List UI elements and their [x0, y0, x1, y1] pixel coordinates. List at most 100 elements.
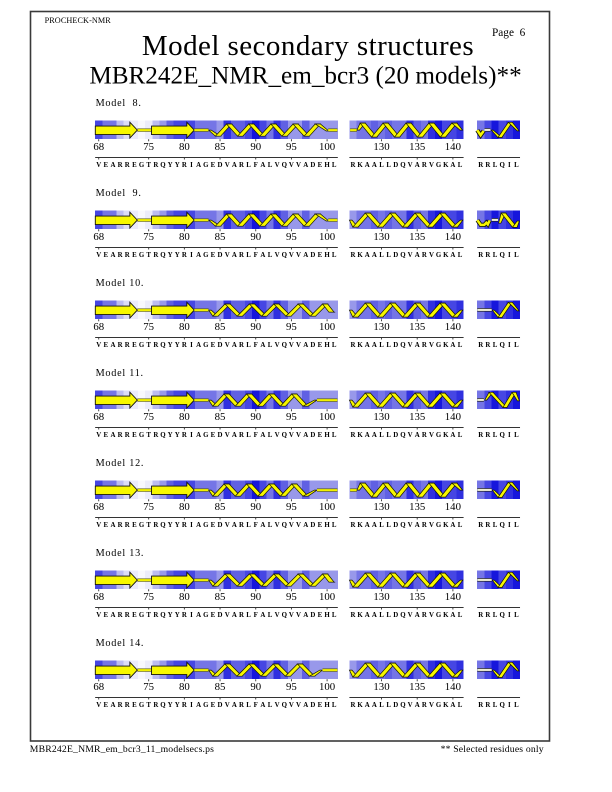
svg-text:100: 100 — [319, 141, 335, 153]
svg-text:VEARREGTRQYYRIAGEDVARLFALVQVVA: VEARREGTRQYYRIAGEDVARLFALVQVVADEHL — [96, 522, 337, 529]
svg-text:130: 130 — [373, 321, 389, 333]
svg-text:130: 130 — [373, 681, 389, 693]
svg-text:130: 130 — [373, 411, 389, 423]
svg-text:95: 95 — [286, 231, 297, 243]
svg-text:VEARREGTRQYYRIAGEDVARLFALVQVVA: VEARREGTRQYYRIAGEDVARLFALVQVVADEHL — [96, 162, 337, 169]
svg-text:95: 95 — [286, 591, 297, 603]
svg-text:80: 80 — [179, 141, 190, 153]
svg-text:PROCHECK-NMR: PROCHECK-NMR — [45, 16, 112, 25]
svg-text:90: 90 — [250, 141, 261, 153]
svg-text:100: 100 — [319, 411, 335, 423]
svg-text:RKAALLDQVARVGKAL: RKAALLDQVARVGKAL — [350, 252, 462, 259]
svg-text:90: 90 — [250, 231, 261, 243]
svg-text:85: 85 — [215, 321, 226, 333]
svg-text:135: 135 — [409, 411, 425, 423]
svg-text:68: 68 — [93, 591, 104, 603]
svg-text:85: 85 — [215, 231, 226, 243]
svg-text:85: 85 — [215, 411, 226, 423]
svg-text:130: 130 — [373, 141, 389, 153]
svg-text:130: 130 — [373, 231, 389, 243]
svg-text:90: 90 — [250, 681, 261, 693]
svg-text:Model 11.: Model 11. — [96, 368, 144, 379]
svg-text:MBR242E_NMR_em_bcr3_11_modelse: MBR242E_NMR_em_bcr3_11_modelsecs.ps — [30, 744, 214, 755]
svg-text:80: 80 — [179, 681, 190, 693]
svg-text:100: 100 — [319, 231, 335, 243]
svg-text:RKAALLDQVARVGKAL: RKAALLDQVARVGKAL — [350, 342, 462, 349]
svg-text:80: 80 — [179, 411, 190, 423]
svg-text:68: 68 — [93, 411, 104, 423]
svg-text:68: 68 — [93, 231, 104, 243]
svg-text:RRLQIL: RRLQIL — [478, 252, 519, 259]
svg-text:100: 100 — [319, 321, 335, 333]
svg-text:135: 135 — [409, 231, 425, 243]
svg-text:75: 75 — [143, 141, 154, 153]
svg-text:135: 135 — [409, 681, 425, 693]
svg-text:80: 80 — [179, 591, 190, 603]
svg-text:135: 135 — [409, 501, 425, 513]
svg-text:75: 75 — [143, 501, 154, 513]
svg-text:135: 135 — [409, 591, 425, 603]
svg-text:90: 90 — [250, 321, 261, 333]
svg-text:Model 8.: Model 8. — [96, 98, 142, 109]
svg-text:68: 68 — [93, 501, 104, 513]
svg-text:VEARREGTRQYYRIAGEDVARLFALVQVVA: VEARREGTRQYYRIAGEDVARLFALVQVVADEHL — [96, 612, 337, 619]
svg-text:140: 140 — [445, 411, 461, 423]
svg-text:85: 85 — [215, 591, 226, 603]
svg-text:RRLQIL: RRLQIL — [478, 162, 519, 169]
svg-text:VEARREGTRQYYRIAGEDVARLFALVQVVA: VEARREGTRQYYRIAGEDVARLFALVQVVADEHL — [96, 432, 337, 439]
svg-text:135: 135 — [409, 321, 425, 333]
svg-text:140: 140 — [445, 321, 461, 333]
svg-text:90: 90 — [250, 411, 261, 423]
svg-text:95: 95 — [286, 141, 297, 153]
svg-text:100: 100 — [319, 591, 335, 603]
svg-text:130: 130 — [373, 591, 389, 603]
svg-text:80: 80 — [179, 231, 190, 243]
svg-text:140: 140 — [445, 501, 461, 513]
svg-text:75: 75 — [143, 681, 154, 693]
svg-text:Model 10.: Model 10. — [96, 278, 145, 289]
svg-text:90: 90 — [250, 501, 261, 513]
svg-text:RKAALLDQVARVGKAL: RKAALLDQVARVGKAL — [350, 612, 462, 619]
svg-text:95: 95 — [286, 681, 297, 693]
svg-text:135: 135 — [409, 141, 425, 153]
svg-text:100: 100 — [319, 681, 335, 693]
svg-text:RKAALLDQVARVGKAL: RKAALLDQVARVGKAL — [350, 432, 462, 439]
svg-text:85: 85 — [215, 141, 226, 153]
svg-text:95: 95 — [286, 321, 297, 333]
svg-text:100: 100 — [319, 501, 335, 513]
svg-text:68: 68 — [93, 141, 104, 153]
svg-text:68: 68 — [93, 681, 104, 693]
svg-text:VEARREGTRQYYRIAGEDVARLFALVQVVA: VEARREGTRQYYRIAGEDVARLFALVQVVADEHL — [96, 702, 337, 709]
svg-text:Model 12.: Model 12. — [96, 458, 145, 469]
svg-text:Model secondary structures: Model secondary structures — [142, 30, 474, 62]
svg-text:RKAALLDQVARVGKAL: RKAALLDQVARVGKAL — [350, 162, 462, 169]
svg-text:140: 140 — [445, 591, 461, 603]
svg-text:140: 140 — [445, 681, 461, 693]
svg-text:VEARREGTRQYYRIAGEDVARLFALVQVVA: VEARREGTRQYYRIAGEDVARLFALVQVVADEHL — [96, 252, 337, 259]
svg-text:RRLQIL: RRLQIL — [478, 702, 519, 709]
svg-text:Model 9.: Model 9. — [96, 188, 142, 199]
svg-text:RRLQIL: RRLQIL — [478, 432, 519, 439]
svg-text:MBR242E_NMR_em_bcr3 (20 models: MBR242E_NMR_em_bcr3 (20 models)** — [89, 62, 521, 89]
svg-text:90: 90 — [250, 591, 261, 603]
svg-text:Page 6: Page 6 — [492, 27, 526, 39]
svg-text:140: 140 — [445, 141, 461, 153]
svg-text:95: 95 — [286, 411, 297, 423]
svg-text:80: 80 — [179, 321, 190, 333]
svg-text:130: 130 — [373, 501, 389, 513]
svg-text:RRLQIL: RRLQIL — [478, 522, 519, 529]
svg-text:75: 75 — [143, 591, 154, 603]
svg-text:85: 85 — [215, 681, 226, 693]
svg-text:RRLQIL: RRLQIL — [478, 612, 519, 619]
svg-text:RKAALLDQVARVGKAL: RKAALLDQVARVGKAL — [350, 522, 462, 529]
svg-text:75: 75 — [143, 321, 154, 333]
svg-text:75: 75 — [143, 411, 154, 423]
svg-text:95: 95 — [286, 501, 297, 513]
svg-text:RRLQIL: RRLQIL — [478, 342, 519, 349]
svg-text:VEARREGTRQYYRIAGEDVARLFALVQVVA: VEARREGTRQYYRIAGEDVARLFALVQVVADEHL — [96, 342, 337, 349]
svg-text:Model 14.: Model 14. — [96, 638, 145, 649]
svg-text:** Selected residues only: ** Selected residues only — [441, 744, 544, 755]
svg-text:RKAALLDQVARVGKAL: RKAALLDQVARVGKAL — [350, 702, 462, 709]
svg-text:75: 75 — [143, 231, 154, 243]
svg-text:85: 85 — [215, 501, 226, 513]
